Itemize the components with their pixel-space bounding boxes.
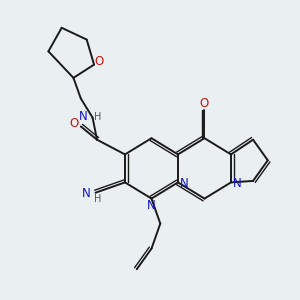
Text: N: N xyxy=(82,187,90,200)
Text: H: H xyxy=(94,194,101,204)
Text: N: N xyxy=(147,199,156,212)
Text: N: N xyxy=(79,110,87,123)
Text: O: O xyxy=(70,117,79,130)
Text: N: N xyxy=(233,177,242,190)
Text: H: H xyxy=(94,112,102,122)
Text: N: N xyxy=(180,177,189,190)
Text: O: O xyxy=(95,55,104,68)
Text: O: O xyxy=(200,97,209,110)
